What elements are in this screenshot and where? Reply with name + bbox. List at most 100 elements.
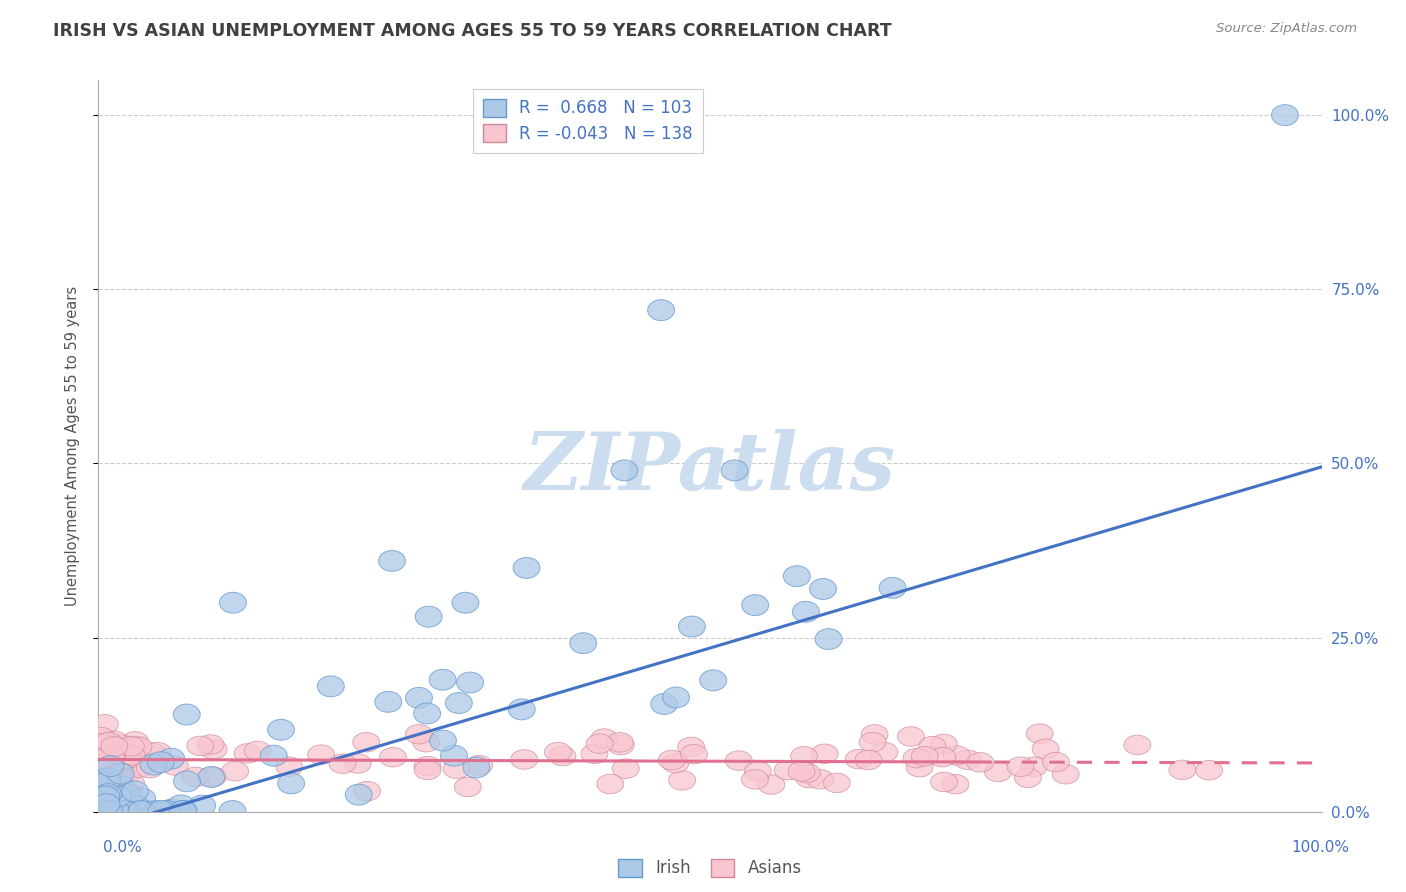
Ellipse shape xyxy=(89,801,115,822)
Ellipse shape xyxy=(86,779,112,798)
Ellipse shape xyxy=(929,747,956,767)
Ellipse shape xyxy=(465,756,492,775)
Ellipse shape xyxy=(118,746,145,765)
Ellipse shape xyxy=(405,724,432,744)
Ellipse shape xyxy=(111,801,138,822)
Ellipse shape xyxy=(86,801,112,822)
Ellipse shape xyxy=(612,460,638,481)
Ellipse shape xyxy=(810,579,837,599)
Ellipse shape xyxy=(429,731,457,751)
Ellipse shape xyxy=(415,760,441,780)
Ellipse shape xyxy=(90,801,117,822)
Ellipse shape xyxy=(96,759,122,779)
Ellipse shape xyxy=(181,767,209,787)
Ellipse shape xyxy=(90,801,117,822)
Ellipse shape xyxy=(148,801,176,822)
Ellipse shape xyxy=(101,801,128,822)
Ellipse shape xyxy=(783,566,810,587)
Ellipse shape xyxy=(108,801,135,822)
Ellipse shape xyxy=(100,752,127,772)
Ellipse shape xyxy=(90,801,117,822)
Ellipse shape xyxy=(679,616,706,637)
Ellipse shape xyxy=(112,801,141,822)
Ellipse shape xyxy=(86,801,114,822)
Ellipse shape xyxy=(329,754,356,773)
Ellipse shape xyxy=(510,749,537,769)
Ellipse shape xyxy=(544,742,571,762)
Ellipse shape xyxy=(596,774,624,794)
Ellipse shape xyxy=(1032,739,1059,758)
Ellipse shape xyxy=(103,801,129,822)
Ellipse shape xyxy=(96,801,122,822)
Ellipse shape xyxy=(353,732,380,752)
Ellipse shape xyxy=(100,736,127,755)
Ellipse shape xyxy=(114,748,141,768)
Ellipse shape xyxy=(89,801,117,822)
Ellipse shape xyxy=(94,768,121,789)
Ellipse shape xyxy=(159,799,186,820)
Ellipse shape xyxy=(86,764,112,784)
Ellipse shape xyxy=(903,748,929,768)
Ellipse shape xyxy=(87,777,114,797)
Ellipse shape xyxy=(138,743,166,763)
Ellipse shape xyxy=(815,629,842,649)
Ellipse shape xyxy=(100,731,128,750)
Ellipse shape xyxy=(1007,757,1033,776)
Legend: Irish, Asians: Irish, Asians xyxy=(612,852,808,884)
Ellipse shape xyxy=(121,731,149,751)
Ellipse shape xyxy=(662,754,689,772)
Ellipse shape xyxy=(859,732,886,752)
Ellipse shape xyxy=(87,727,114,747)
Ellipse shape xyxy=(920,737,946,756)
Ellipse shape xyxy=(569,632,596,654)
Ellipse shape xyxy=(91,777,118,797)
Ellipse shape xyxy=(125,758,152,778)
Ellipse shape xyxy=(122,796,149,816)
Ellipse shape xyxy=(143,801,170,822)
Ellipse shape xyxy=(415,607,441,627)
Ellipse shape xyxy=(1021,757,1047,776)
Ellipse shape xyxy=(141,754,167,775)
Ellipse shape xyxy=(415,756,441,776)
Ellipse shape xyxy=(91,714,118,734)
Ellipse shape xyxy=(955,750,981,770)
Text: IRISH VS ASIAN UNEMPLOYMENT AMONG AGES 55 TO 59 YEARS CORRELATION CHART: IRISH VS ASIAN UNEMPLOYMENT AMONG AGES 5… xyxy=(53,22,891,40)
Ellipse shape xyxy=(942,774,969,794)
Text: 0.0%: 0.0% xyxy=(103,839,142,855)
Ellipse shape xyxy=(94,801,121,822)
Ellipse shape xyxy=(200,767,226,787)
Ellipse shape xyxy=(145,742,172,762)
Ellipse shape xyxy=(87,758,114,778)
Ellipse shape xyxy=(173,704,200,725)
Ellipse shape xyxy=(89,801,115,822)
Ellipse shape xyxy=(267,719,294,740)
Ellipse shape xyxy=(125,737,152,756)
Ellipse shape xyxy=(93,786,120,807)
Ellipse shape xyxy=(86,739,112,758)
Ellipse shape xyxy=(454,777,481,797)
Ellipse shape xyxy=(87,801,114,822)
Ellipse shape xyxy=(662,687,689,708)
Ellipse shape xyxy=(897,727,924,747)
Ellipse shape xyxy=(658,750,685,770)
Ellipse shape xyxy=(90,801,117,822)
Ellipse shape xyxy=(807,770,834,789)
Ellipse shape xyxy=(678,737,704,756)
Text: 100.0%: 100.0% xyxy=(1292,839,1350,855)
Ellipse shape xyxy=(1026,723,1053,743)
Ellipse shape xyxy=(984,763,1011,781)
Ellipse shape xyxy=(94,784,121,805)
Ellipse shape xyxy=(118,737,145,756)
Ellipse shape xyxy=(787,762,815,781)
Ellipse shape xyxy=(87,733,114,753)
Ellipse shape xyxy=(107,764,134,784)
Ellipse shape xyxy=(344,754,371,773)
Ellipse shape xyxy=(198,766,225,788)
Ellipse shape xyxy=(725,751,752,771)
Ellipse shape xyxy=(744,762,772,781)
Ellipse shape xyxy=(1271,104,1298,126)
Ellipse shape xyxy=(260,746,287,766)
Ellipse shape xyxy=(94,762,121,781)
Ellipse shape xyxy=(700,670,727,690)
Ellipse shape xyxy=(235,744,262,764)
